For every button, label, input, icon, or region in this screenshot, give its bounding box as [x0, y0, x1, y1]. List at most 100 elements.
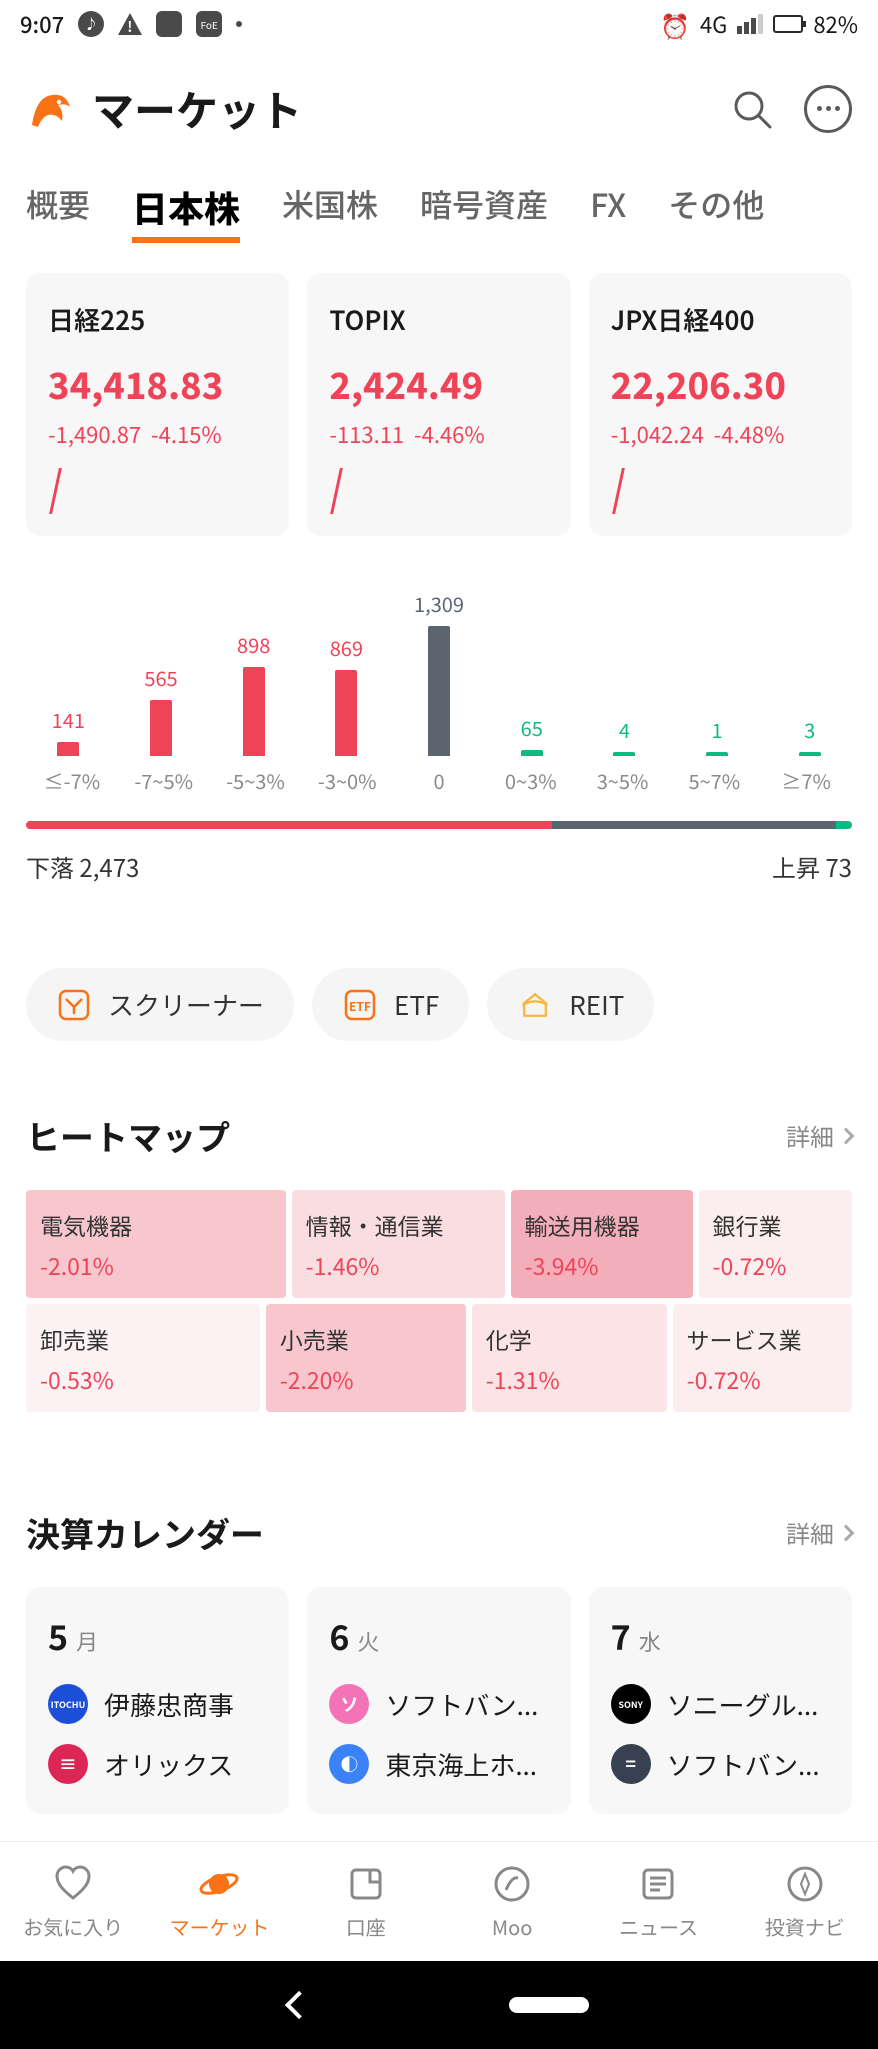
heat-cell[interactable]: 輸送用機器 -3.94% — [511, 1190, 693, 1298]
tab-4[interactable]: FX — [590, 181, 626, 243]
app-logo-icon — [26, 85, 74, 133]
company-logo-icon: ソ — [329, 1684, 369, 1724]
earnings-company-row[interactable]: =ソフトバン... — [611, 1744, 830, 1784]
etf-icon: ETF — [342, 987, 378, 1023]
shield-icon: FoE — [196, 11, 222, 37]
sparkline — [612, 468, 632, 514]
nav-label: マーケット — [169, 1912, 269, 1941]
histo-bar-5: 65 — [489, 713, 574, 756]
warning-icon — [118, 13, 142, 35]
earnings-company-row[interactable]: ITOCHU伊藤忠商事 — [48, 1684, 267, 1724]
heatmap-title: ヒートマップ — [26, 1111, 230, 1160]
app-icon-1 — [156, 11, 182, 37]
tool-chips: スクリーナーETFETF REIT — [0, 884, 878, 1041]
heat-sector-name: 輸送用機器 — [525, 1208, 679, 1242]
calendar-more-link[interactable]: 詳細 — [786, 1515, 852, 1550]
heat-sector-name: 卸売業 — [40, 1322, 246, 1356]
histo-label: ≥7% — [760, 766, 852, 795]
chevron-right-icon — [838, 1127, 855, 1144]
android-nav-bar — [0, 1961, 878, 2049]
tab-1[interactable]: 日本株 — [132, 181, 240, 243]
calendar-day-card[interactable]: 7水SONYソニーグル...=ソフトバン... — [589, 1587, 852, 1814]
calendar-day-card[interactable]: 5月ITOCHU伊藤忠商事≡オリックス — [26, 1587, 289, 1814]
chip-screener[interactable]: スクリーナー — [26, 968, 294, 1041]
nav-icon — [490, 1862, 534, 1906]
page-title: マーケット — [92, 78, 302, 139]
nav-item-3[interactable]: Moo — [439, 1842, 585, 1961]
more-dot — [236, 21, 242, 27]
histo-bar-0: 141 — [26, 705, 111, 756]
nav-icon — [636, 1862, 680, 1906]
nav-item-4[interactable]: ニュース — [585, 1842, 731, 1961]
heat-sector-name: 電気機器 — [40, 1208, 272, 1242]
company-name: オリックス — [104, 1746, 233, 1783]
histo-bar-6: 4 — [582, 715, 667, 756]
chip-etf[interactable]: ETFETF — [312, 968, 469, 1041]
signal-icon — [737, 14, 763, 34]
heat-cell[interactable]: 銀行業-0.72% — [699, 1190, 852, 1298]
nav-item-1[interactable]: マーケット — [146, 1842, 292, 1961]
calendar-title: 決算カレンダー — [26, 1508, 264, 1557]
heat-sector-change: -1.31% — [486, 1362, 653, 1396]
heat-sector-name: 小売業 — [280, 1322, 452, 1356]
index-cards: 日経22534,418.83-1,490.87 -4.15%TOPIX2,424… — [0, 273, 878, 536]
earnings-company-row[interactable]: ソソフトバン... — [329, 1684, 548, 1724]
nav-item-2[interactable]: 口座 — [293, 1842, 439, 1961]
index-card-1[interactable]: TOPIX2,424.49-113.11 -4.46% — [307, 273, 570, 536]
earnings-company-row[interactable]: ◐東京海上ホ... — [329, 1744, 548, 1784]
company-logo-icon: ◐ — [329, 1744, 369, 1784]
alarm-icon: ⏰ — [660, 7, 690, 42]
day-number: 5 — [48, 1611, 68, 1660]
histo-label: -7~5% — [118, 766, 210, 795]
company-logo-icon: SONY — [611, 1684, 651, 1724]
tab-2[interactable]: 米国株 — [282, 181, 378, 243]
heat-cell[interactable]: 卸売業 -0.53% — [26, 1304, 260, 1412]
heat-cell[interactable]: サービス業-0.72% — [673, 1304, 852, 1412]
reit-icon — [517, 987, 553, 1023]
music-icon: ♪ — [78, 11, 104, 37]
heat-sector-change: -2.01% — [40, 1248, 272, 1282]
screener-icon — [56, 987, 92, 1023]
histo-label: -5~3% — [210, 766, 302, 795]
search-icon[interactable] — [730, 87, 774, 131]
sparkline — [330, 468, 350, 514]
index-card-2[interactable]: JPX日経40022,206.30-1,042.24 -4.48% — [589, 273, 852, 536]
company-logo-icon: ≡ — [48, 1744, 88, 1784]
nav-item-0[interactable]: お気に入り — [0, 1842, 146, 1961]
up-down-ratio-bar — [26, 821, 852, 829]
heat-cell[interactable]: 情報・通信業-1.46% — [292, 1190, 505, 1298]
heat-cell[interactable]: 小売業-2.20% — [266, 1304, 466, 1412]
heat-sector-change: -3.94% — [525, 1248, 679, 1282]
android-back-button[interactable] — [285, 1991, 313, 2019]
heat-cell[interactable]: 化学-1.31% — [472, 1304, 667, 1412]
index-change: -1,490.87 -4.15% — [48, 418, 267, 450]
earnings-company-row[interactable]: SONYソニーグル... — [611, 1684, 830, 1724]
calendar-day-card[interactable]: 6火ソソフトバン...◐東京海上ホ... — [307, 1587, 570, 1814]
nav-item-5[interactable]: 投資ナビ — [732, 1842, 878, 1961]
index-card-0[interactable]: 日経22534,418.83-1,490.87 -4.15% — [26, 273, 289, 536]
company-name: ソフトバン... — [385, 1686, 538, 1723]
nav-label: お気に入り — [23, 1912, 123, 1941]
heatmap-section: ヒートマップ 詳細 電気機器 -2.01% 情報・通信業-1.46% 輸送用機器 -3.… — [0, 1041, 878, 1412]
heat-sector-name: 銀行業 — [713, 1208, 838, 1242]
heat-sector-change: -0.53% — [40, 1362, 246, 1396]
tab-0[interactable]: 概要 — [26, 181, 90, 243]
page-header: マーケット — [0, 48, 878, 157]
sparkline — [49, 468, 69, 514]
status-bar: 9:07 ♪ FoE ⏰ 4G 82% — [0, 0, 878, 48]
earnings-company-row[interactable]: ≡ オリックス — [48, 1744, 267, 1784]
heatmap-more-link[interactable]: 詳細 — [786, 1118, 852, 1153]
chip-label: REIT — [569, 986, 624, 1023]
svg-text:ETF: ETF — [349, 998, 371, 1015]
earnings-calendar-section: 決算カレンダー 詳細 5月ITOCHU伊藤忠商事≡オリックス6火ソソフトバン..… — [0, 1418, 878, 1814]
tab-5[interactable]: その他 — [668, 181, 764, 243]
tab-3[interactable]: 暗号資産 — [420, 181, 548, 243]
histo-bar-1: 565 — [119, 663, 204, 756]
heat-cell[interactable]: 電気機器 -2.01% — [26, 1190, 286, 1298]
company-logo-icon: = — [611, 1744, 651, 1784]
android-home-button[interactable] — [509, 1997, 589, 2013]
histo-bar-7: 1 — [675, 715, 760, 756]
more-menu-icon[interactable] — [804, 85, 852, 133]
histo-label: -3~0% — [301, 766, 393, 795]
chip-reit[interactable]: REIT — [487, 968, 654, 1041]
